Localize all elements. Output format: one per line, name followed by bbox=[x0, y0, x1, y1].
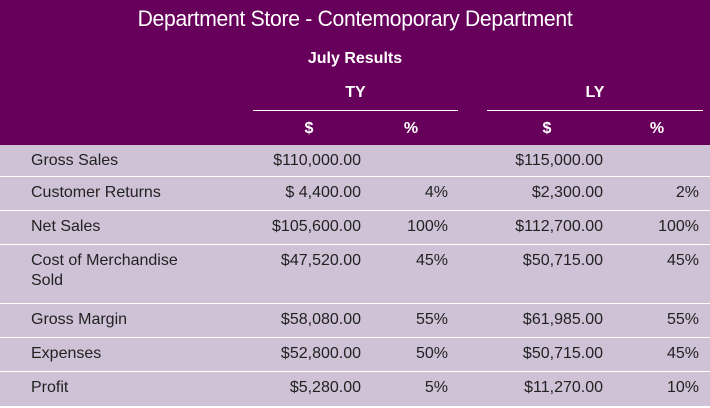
table-row: Cost of Merchandise Sold $47,520.00 45% … bbox=[0, 245, 710, 304]
ty-percent-cell: 55% bbox=[415, 311, 448, 328]
row-label: Customer Returns bbox=[31, 184, 161, 201]
column-gap bbox=[457, 245, 487, 303]
table-row: Net Sales $105,600.00 100% $112,700.00 1… bbox=[0, 211, 710, 245]
column-header-ly-dollar: $ bbox=[542, 120, 552, 137]
ty-dollar-cell: $5,280.00 bbox=[289, 379, 361, 396]
ty-dollar-cell: $110,000.00 bbox=[273, 152, 361, 169]
ty-dollar-cell: $ 4,400.00 bbox=[285, 184, 361, 201]
column-header-ty-percent: % bbox=[403, 120, 419, 137]
column-gap bbox=[457, 338, 487, 371]
ly-percent-cell: 55% bbox=[666, 311, 699, 328]
table-body: Gross Sales $110,000.00 $115,000.00 Cust… bbox=[0, 145, 710, 407]
ly-percent-cell: 45% bbox=[666, 345, 699, 362]
column-header-ty-dollar: $ bbox=[304, 120, 314, 137]
ty-dollar-cell: $105,600.00 bbox=[272, 218, 361, 235]
group-header-ly: LY bbox=[487, 84, 703, 111]
ty-dollar-cell: $52,800.00 bbox=[280, 345, 361, 362]
row-label: Gross Sales bbox=[31, 152, 119, 169]
group-header-ty: TY bbox=[253, 84, 458, 111]
table-row: Gross Margin $58,080.00 55% $61,985.00 5… bbox=[0, 304, 710, 338]
ly-percent-cell: 45% bbox=[666, 252, 699, 269]
column-gap bbox=[457, 211, 487, 244]
table-row: Gross Sales $110,000.00 $115,000.00 bbox=[0, 145, 710, 177]
ty-percent-cell: 45% bbox=[415, 252, 448, 269]
ly-dollar-cell: $50,715.00 bbox=[522, 252, 603, 269]
row-label: Net Sales bbox=[31, 218, 101, 235]
ly-dollar-cell: $112,700.00 bbox=[515, 218, 603, 235]
ty-percent-cell: 5% bbox=[424, 379, 448, 396]
row-label: Gross Margin bbox=[31, 311, 128, 328]
ly-dollar-cell: $61,985.00 bbox=[522, 311, 603, 328]
row-label: Profit bbox=[31, 379, 69, 396]
row-label: Cost of Merchandise Sold bbox=[31, 252, 178, 289]
column-gap bbox=[457, 372, 487, 406]
ly-percent-cell bbox=[607, 145, 710, 176]
table-row: Profit $5,280.00 5% $11,270.00 10% bbox=[0, 372, 710, 407]
table-subtitle: July Results bbox=[307, 50, 403, 67]
ly-dollar-cell: $11,270.00 bbox=[524, 379, 603, 396]
table-row: Expenses $52,800.00 50% $50,715.00 45% bbox=[0, 338, 710, 372]
column-gap bbox=[457, 145, 487, 176]
ty-percent-cell: 50% bbox=[415, 345, 448, 362]
ly-dollar-cell: $2,300.00 bbox=[531, 184, 603, 201]
table-header: Department Store - Contemoporary Departm… bbox=[0, 0, 710, 145]
table-row: Customer Returns $ 4,400.00 4% $2,300.00… bbox=[0, 177, 710, 211]
ty-percent-cell: 100% bbox=[407, 218, 448, 235]
row-label: Expenses bbox=[31, 345, 102, 362]
ty-dollar-cell: $47,520.00 bbox=[280, 252, 361, 269]
column-header-ly-percent: % bbox=[649, 120, 665, 137]
ly-dollar-cell: $115,000.00 bbox=[515, 152, 603, 169]
table-title: Department Store - Contemoporary Departm… bbox=[137, 6, 573, 31]
ty-percent-cell: 4% bbox=[424, 184, 448, 201]
column-gap bbox=[457, 177, 487, 210]
ty-dollar-cell: $58,080.00 bbox=[280, 311, 361, 328]
ly-percent-cell: 10% bbox=[666, 379, 699, 396]
column-gap bbox=[457, 304, 487, 337]
ty-percent-cell bbox=[365, 145, 457, 176]
ly-percent-cell: 2% bbox=[675, 184, 699, 201]
ly-dollar-cell: $50,715.00 bbox=[522, 345, 603, 362]
ly-percent-cell: 100% bbox=[658, 218, 699, 235]
